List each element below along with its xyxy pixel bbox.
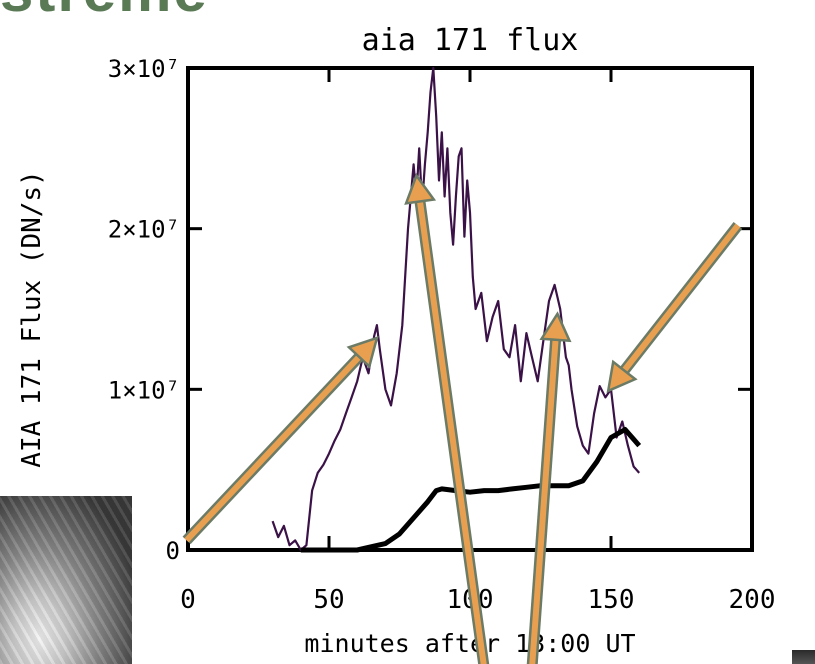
chart-title: aia 171 flux <box>362 23 579 58</box>
x-tick-label: 200 <box>729 585 776 615</box>
x-tick-label: 150 <box>588 585 635 615</box>
annotation-arrow <box>182 335 379 545</box>
annotation-arrow <box>606 222 743 394</box>
slide-heading-fragment: streme <box>0 0 209 25</box>
y-tick-label: 1×10⁷ <box>108 376 180 404</box>
annotation-arrow <box>526 311 572 664</box>
y-tick-label: 3×10⁷ <box>108 55 180 83</box>
y-axis-label: AIA 171 Flux (DN/s) <box>17 170 47 467</box>
annotation-arrow <box>404 173 490 664</box>
x-axis-label: minutes after 13:00 UT <box>304 629 635 658</box>
solar-image-thumbnail-left <box>0 496 132 664</box>
series-flux-line <box>271 66 641 552</box>
series-background-line <box>300 427 642 553</box>
x-tick-label: 0 <box>180 585 196 615</box>
solar-image-thumbnail-right <box>792 650 815 664</box>
y-tick-label: 0 <box>166 537 180 565</box>
y-tick-label: 2×10⁷ <box>108 216 180 244</box>
x-tick-label: 50 <box>313 585 344 615</box>
